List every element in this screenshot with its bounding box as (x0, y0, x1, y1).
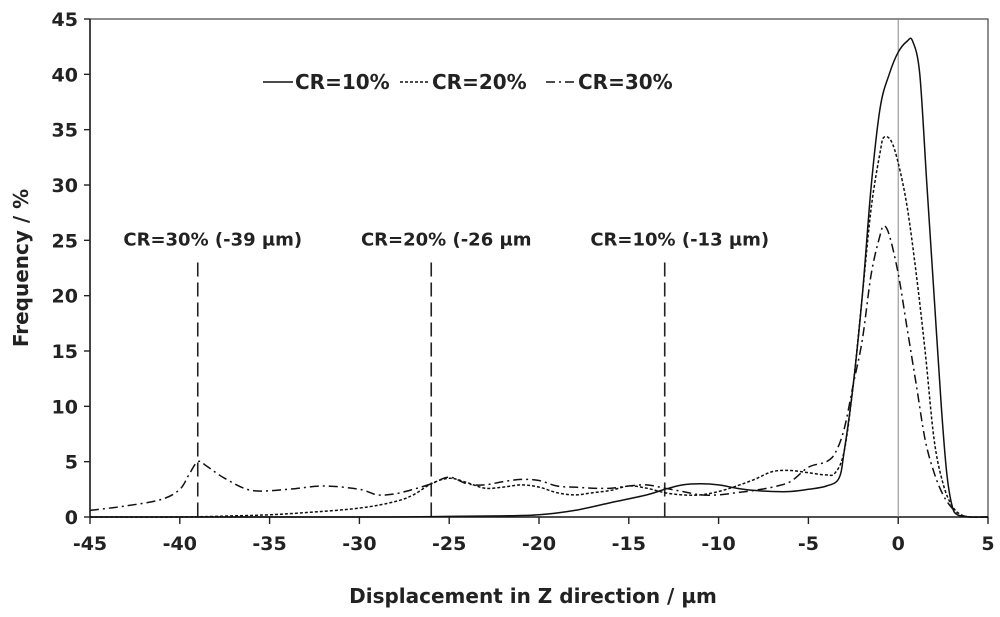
x-tick-label: -15 (612, 533, 646, 555)
series-line-1 (89, 135, 989, 518)
y-tick-label: 35 (52, 120, 78, 142)
plot-area-border (89, 18, 989, 518)
x-tick-label: -30 (342, 533, 376, 555)
y-tick-label: 45 (52, 9, 78, 31)
y-tick-label: 30 (52, 175, 78, 197)
legend-label-2: CR=30% (578, 70, 673, 94)
y-tick-label: 25 (52, 230, 78, 252)
plot-frame (89, 18, 989, 518)
x-tick-label: -5 (798, 533, 819, 555)
legend-label-1: CR=20% (432, 70, 527, 94)
annotation-label-1: CR=20% (-26 µm (361, 229, 532, 250)
legend-label-0: CR=10% (295, 70, 390, 94)
y-tick-label: 40 (52, 64, 78, 86)
x-tick-label: -25 (432, 533, 466, 555)
annotation-lines: CR=30% (-39 µm) CR=20% (-26 µm CR=10% (-13… (123, 19, 899, 517)
x-tick-label: -10 (701, 533, 735, 555)
annotation-label-0: CR=30% (-39 µm) (123, 229, 302, 250)
legend: CR=10% CR=20% CR=30% (263, 70, 673, 94)
y-tick-label: 5 (65, 452, 78, 474)
series-line-2 (89, 225, 989, 518)
x-tick-label: 5 (981, 533, 994, 555)
series-line-0 (89, 37, 989, 518)
y-tick-label: 15 (52, 341, 78, 363)
x-tick-label: -40 (163, 533, 197, 555)
x-tick-label: -35 (252, 533, 286, 555)
x-axis-label: Displacement in Z direction / µm (349, 584, 717, 608)
y-axis-label: Frequency / % (9, 189, 33, 347)
y-tick-label: 0 (65, 507, 78, 529)
annotation-label-2: CR=10% (-13 µm) (590, 229, 769, 250)
series-lines (89, 37, 989, 518)
x-tick-label: 0 (892, 533, 905, 555)
x-tick-label: -20 (522, 533, 556, 555)
x-axis-ticks: -45 -40 -35 -30 -25 -20 -15 -10 -5 0 5 (73, 517, 995, 555)
x-tick-label: -45 (73, 533, 107, 555)
y-axis-ticks: 0 5 10 15 20 25 30 35 40 45 (52, 9, 90, 529)
y-tick-label: 20 (52, 286, 78, 308)
y-tick-label: 10 (52, 396, 78, 418)
